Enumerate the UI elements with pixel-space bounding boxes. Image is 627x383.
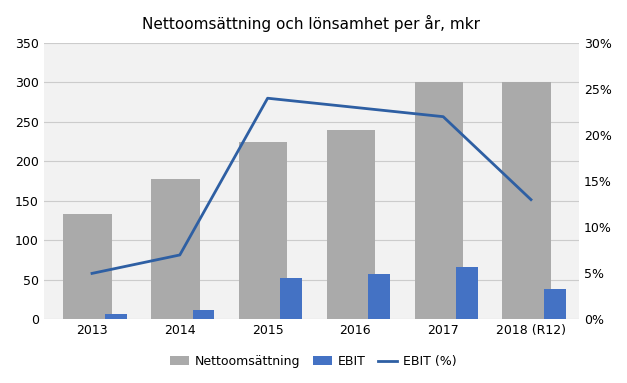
Bar [63,214,112,319]
Bar [456,267,478,319]
Bar [327,130,375,319]
Bar [502,82,551,319]
Bar [192,310,214,319]
Bar [368,275,390,319]
EBIT (%) [440,115,447,119]
Title: Nettoomsättning och lönsamhet per år, mkr: Nettoomsättning och lönsamhet per år, mk… [142,15,480,32]
EBIT (%) [527,197,535,202]
EBIT (%) [352,105,359,110]
Legend: Nettoomsättning, EBIT, EBIT (%): Nettoomsättning, EBIT, EBIT (%) [165,350,462,373]
Line: EBIT (%): EBIT (%) [92,98,531,273]
Bar [105,314,127,319]
Bar [280,278,302,319]
EBIT (%) [176,253,184,257]
Bar [544,290,566,319]
Bar [239,142,287,319]
EBIT (%) [88,271,96,276]
EBIT (%) [264,96,271,100]
Bar [414,82,463,319]
Bar [151,179,199,319]
